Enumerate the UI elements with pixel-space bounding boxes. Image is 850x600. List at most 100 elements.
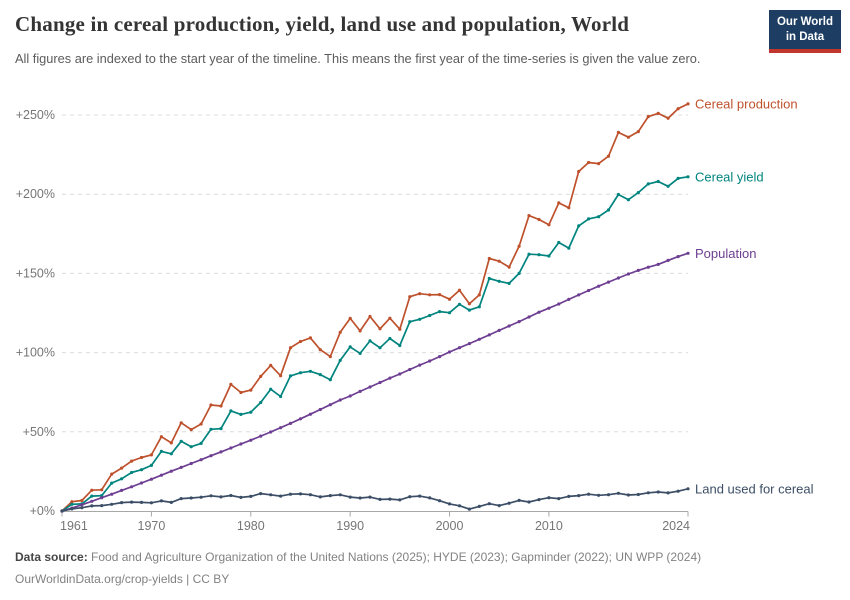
data-point	[388, 497, 392, 501]
data-point	[408, 320, 412, 324]
data-point	[338, 330, 342, 334]
data-point	[567, 494, 571, 498]
data-point	[298, 492, 303, 496]
series-label-cereal-production[interactable]: Cereal production	[695, 96, 798, 111]
owid-logo[interactable]: Our World in Data	[768, 10, 841, 53]
data-point	[507, 265, 511, 269]
data-point	[567, 206, 571, 210]
series-line-land-used-for-cereal[interactable]	[61, 487, 689, 512]
data-point	[308, 369, 312, 373]
data-point	[447, 502, 452, 506]
data-point	[557, 302, 561, 306]
data-point	[269, 387, 273, 391]
data-point	[209, 494, 213, 498]
x-tick-label: 1990	[336, 519, 364, 533]
data-point	[616, 491, 621, 495]
data-point	[388, 376, 392, 380]
data-point	[477, 293, 481, 297]
data-point	[597, 284, 601, 288]
data-point	[239, 495, 243, 499]
data-point	[358, 389, 362, 393]
series-label-population[interactable]: Population	[695, 246, 756, 261]
data-point	[606, 154, 611, 158]
data-point	[537, 310, 541, 314]
data-point	[239, 442, 243, 446]
x-tick-label: 2024	[662, 519, 690, 533]
data-point	[527, 214, 531, 218]
data-point	[189, 496, 193, 500]
data-point	[199, 441, 203, 445]
data-point	[259, 492, 263, 496]
data-point	[408, 367, 412, 372]
data-point	[368, 314, 372, 319]
data-point	[676, 255, 680, 259]
data-point	[219, 450, 223, 454]
data-point	[279, 394, 283, 399]
data-point	[646, 491, 650, 495]
data-point	[428, 293, 432, 297]
owid-logo-line2: in Data	[785, 30, 825, 43]
data-point	[587, 288, 591, 293]
license-line: OurWorldinData.org/crop-yields | CC BY	[15, 571, 230, 586]
series-cereal-yield: Cereal yield	[60, 169, 764, 513]
data-point	[249, 438, 253, 442]
series-label-cereal-yield[interactable]: Cereal yield	[695, 169, 764, 184]
data-point	[80, 503, 84, 507]
y-tick-label: +250%	[16, 108, 55, 122]
data-point	[239, 412, 243, 416]
data-point	[159, 473, 163, 477]
data-point	[120, 501, 124, 505]
data-point	[636, 130, 640, 134]
data-point	[348, 345, 352, 349]
data-point	[219, 495, 223, 499]
data-point	[90, 494, 94, 498]
data-point	[100, 496, 104, 500]
data-source-label: Data source:	[15, 550, 88, 564]
x-axis: 1961 1970 1980 1990 2000 2010 2024	[60, 511, 690, 533]
data-point	[169, 452, 173, 456]
data-point	[646, 115, 650, 119]
data-point	[308, 336, 312, 340]
y-tick-label: +200%	[16, 187, 55, 201]
data-point	[676, 107, 680, 111]
data-point	[259, 434, 263, 438]
data-point	[149, 477, 153, 481]
data-source-text: Food and Agriculture Organization of the…	[87, 550, 702, 564]
data-point	[130, 485, 134, 489]
data-point	[179, 439, 183, 443]
data-point	[249, 410, 253, 414]
data-point	[120, 466, 124, 470]
data-point	[139, 500, 144, 504]
data-point	[537, 498, 541, 502]
data-point	[408, 295, 412, 299]
data-point	[120, 488, 124, 492]
data-point	[527, 315, 531, 319]
data-point	[368, 495, 372, 499]
data-point	[636, 191, 640, 195]
data-point	[199, 422, 203, 426]
data-point	[606, 280, 611, 284]
data-point	[189, 445, 193, 449]
series-cereal-production: Cereal production	[60, 96, 798, 513]
owid-logo-line1: Our World	[776, 16, 833, 28]
series-line-cereal-yield[interactable]	[61, 175, 689, 512]
data-point	[457, 302, 462, 306]
series-line-cereal-production[interactable]	[61, 103, 689, 512]
data-point	[467, 308, 471, 312]
data-point	[577, 494, 581, 498]
data-point	[70, 502, 74, 506]
data-point	[348, 495, 352, 499]
data-point	[110, 481, 114, 485]
data-point	[587, 160, 591, 165]
data-point	[497, 259, 501, 263]
data-point	[408, 495, 412, 499]
data-point	[318, 348, 322, 352]
series-line-population[interactable]	[61, 252, 689, 512]
data-point	[199, 495, 203, 499]
data-point	[606, 493, 611, 497]
data-point	[626, 135, 631, 139]
data-point	[636, 492, 640, 497]
data-point	[189, 428, 193, 432]
series-label-land-used-for-cereal[interactable]: Land used for cereal	[695, 481, 814, 496]
data-source-line: Data source: Food and Agriculture Organi…	[15, 547, 835, 569]
